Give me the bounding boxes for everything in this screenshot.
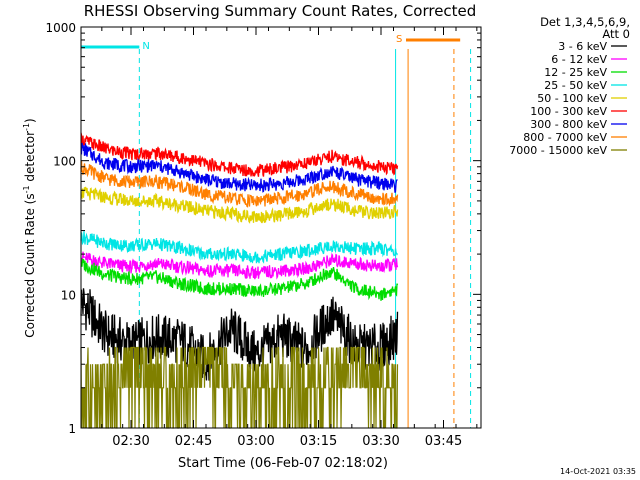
x-tick-label: 03:30 bbox=[362, 434, 399, 449]
legend-header-1: Det 1,3,4,5,6,9, bbox=[540, 15, 630, 29]
y-axis: 1 10 100 1000 bbox=[45, 21, 481, 436]
x-tick-label: 02:30 bbox=[112, 434, 149, 449]
series-line bbox=[80, 142, 398, 193]
x-axis-label: Start Time (06-Feb-07 02:18:02) bbox=[178, 456, 388, 471]
y-tick-label: 10 bbox=[61, 288, 76, 302]
annotation-label: S bbox=[396, 34, 402, 45]
legend-entry: 50 - 100 keV bbox=[537, 92, 607, 105]
legend-entry: 12 - 25 keV bbox=[544, 66, 607, 79]
x-tick-label: 03:00 bbox=[237, 434, 274, 449]
x-axis: 02:30 02:45 03:00 03:15 03:30 03:45 bbox=[80, 27, 478, 449]
annotation-label: N bbox=[142, 41, 149, 52]
legend-entry: 7000 - 15000 keV bbox=[509, 144, 607, 157]
legend-entry: 800 - 7000 keV bbox=[523, 131, 607, 144]
legend-entry: 300 - 800 keV bbox=[530, 118, 607, 131]
series-line bbox=[80, 186, 399, 224]
legend-entry: 100 - 300 keV bbox=[530, 105, 607, 118]
series-line bbox=[80, 258, 399, 301]
x-tick-label: 02:45 bbox=[175, 434, 212, 449]
y-axis-label: Corrected Count Rate (s-1 detector-1) bbox=[22, 118, 37, 337]
series-line bbox=[80, 346, 399, 429]
legend-entry: 25 - 50 keV bbox=[544, 79, 607, 92]
series-line bbox=[80, 160, 399, 208]
chart-title: RHESSI Observing Summary Count Rates, Co… bbox=[84, 2, 477, 20]
series-line bbox=[80, 251, 399, 280]
legend-entry: 3 - 6 keV bbox=[558, 40, 607, 53]
legend-entry: 6 - 12 keV bbox=[551, 53, 607, 66]
plot-area: NS bbox=[80, 26, 482, 429]
x-tick-label: 03:45 bbox=[425, 434, 462, 449]
plot-frame bbox=[80, 26, 482, 429]
series-line bbox=[80, 132, 399, 177]
x-tick-label: 03:15 bbox=[300, 434, 337, 449]
series-line bbox=[80, 231, 399, 264]
y-tick-label: 100 bbox=[53, 155, 76, 169]
legend-header-2: Att 0 bbox=[602, 27, 630, 41]
y-tick-label: 1 bbox=[68, 422, 76, 436]
y-tick-label: 1000 bbox=[45, 21, 76, 35]
footer-timestamp: 14-Oct-2021 03:35 bbox=[560, 467, 636, 476]
series-line bbox=[80, 288, 399, 381]
